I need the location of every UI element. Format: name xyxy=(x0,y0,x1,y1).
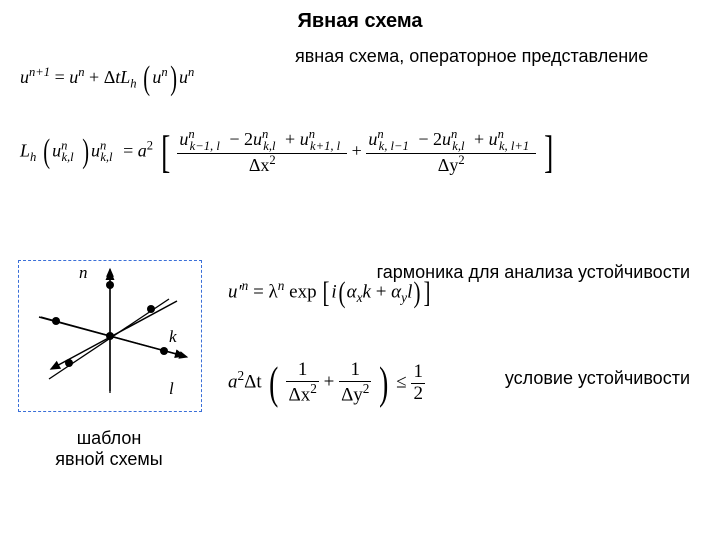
formula-2: Lh (unk,l)unk,l = a2 [ unk−1, l − 2unk,l… xyxy=(20,128,556,176)
formula-4: a2Δt ( 1 Δx2 + 1 Δy2 ) ≤ 1 2 xyxy=(228,360,425,406)
axis-k-label: k xyxy=(169,327,177,347)
axis-l-label: l xyxy=(169,379,174,399)
page-title: Явная схема xyxy=(0,0,720,33)
annot-condition: условие устойчивости xyxy=(505,368,690,389)
stencil-caption: шаблон явной схемы xyxy=(34,428,184,470)
annot-operator: явная схема, операторное представление xyxy=(295,46,648,67)
formula-3: u′n = λn exp [i(αxk + αyl)] xyxy=(228,278,432,308)
axis-n-label: n xyxy=(79,263,88,283)
stencil-box: n k l xyxy=(18,260,202,412)
formula-1: un+1 = un + ΔtLh (un)un xyxy=(20,62,194,96)
